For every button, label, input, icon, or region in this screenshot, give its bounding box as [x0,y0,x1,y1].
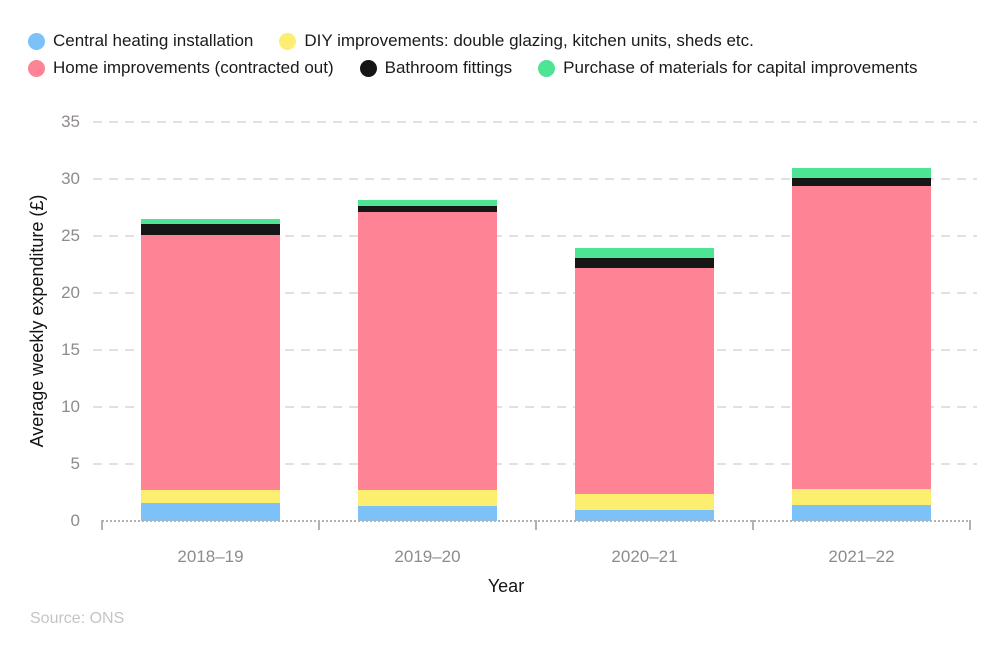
legend-marker-icon [359,59,377,77]
legend: Central heating installation DIY improvem… [28,30,917,84]
gridline [93,121,977,123]
y-tick-label: 25 [61,226,80,245]
bar-segment [141,490,280,503]
bar-segment [358,506,497,521]
gridline [93,292,977,294]
bar-segment [358,212,497,490]
gridline [93,463,977,465]
bar-segment [358,200,497,206]
legend-label: Bathroom fittings [384,58,513,77]
gridline [93,235,977,237]
legend-item: Bathroom fittings [359,57,513,79]
y-tick-label: 20 [61,283,80,302]
legend-label: DIY improvements: double glazing, kitche… [304,31,754,50]
x-tick-label: 2019–20 [394,547,461,566]
bar-segment [575,510,714,521]
y-tick-label: 30 [61,169,80,188]
legend-marker-icon [538,59,556,77]
legend-label: Home improvements (contracted out) [53,58,334,77]
y-tick-label: 35 [61,112,80,131]
gridline [93,349,977,351]
bar-segment [141,503,280,521]
bar-segment [575,258,714,268]
legend-marker-icon [28,32,45,50]
legend-marker-icon [28,59,45,77]
bar-segment [141,219,280,224]
bar-segment [792,505,931,521]
y-tick-label: 10 [61,397,80,416]
gridline [93,406,977,408]
bar-segment [575,248,714,258]
x-tick-label: 2018–19 [177,547,244,566]
x-axis-title: Year [487,576,525,596]
y-tick-label: 0 [70,511,80,530]
source-note: Source: ONS [30,610,125,627]
legend-label: Central heating installation [53,31,254,50]
x-tick-label: 2020–21 [611,547,678,566]
bar-segment [141,235,280,490]
y-tick-label: 15 [61,340,80,359]
bar-segment [792,489,931,505]
x-axis-tick [101,520,103,530]
legend-row-2: Home improvements (contracted out) Bathro… [28,57,917,79]
legend-label: Purchase of materials for capital improv… [563,58,918,77]
legend-marker-icon [279,32,297,50]
bar-segment [575,268,714,494]
x-axis-tick [969,520,971,530]
bar-segment [141,224,280,235]
bar-segment [358,490,497,506]
bar-segment [575,494,714,510]
x-axis-tick [535,520,537,530]
bar-segment [792,186,931,489]
legend-item: Purchase of materials for capital improv… [538,57,917,79]
x-axis-tick [318,520,320,530]
legend-item: Home improvements (contracted out) [28,57,334,79]
bar-segment [792,178,931,186]
gridline [93,178,977,180]
bar-segment [358,206,497,212]
legend-row-1: Central heating installation DIY improvem… [28,30,917,52]
x-axis-tick [752,520,754,530]
bar-segment [792,168,931,178]
legend-item: Central heating installation [28,30,253,52]
legend-item: DIY improvements: double glazing, kitche… [279,30,754,52]
y-tick-label: 5 [70,454,80,473]
x-tick-label: 2021–22 [828,547,895,566]
